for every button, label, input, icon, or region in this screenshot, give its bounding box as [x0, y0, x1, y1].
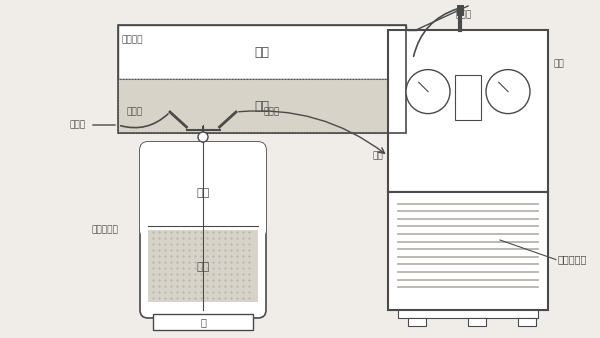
FancyBboxPatch shape	[468, 318, 486, 326]
Bar	[118, 79, 406, 133]
Text: 冷媒回收机: 冷媒回收机	[558, 255, 587, 265]
Text: 可再充缐罐: 可再充缐罐	[91, 225, 118, 235]
FancyBboxPatch shape	[408, 318, 426, 326]
Text: 气相: 气相	[196, 188, 209, 198]
Text: 液相: 液相	[254, 99, 269, 113]
Text: 气相: 气相	[254, 46, 269, 58]
Text: 秤: 秤	[200, 317, 206, 327]
Circle shape	[486, 70, 530, 114]
Text: 气相口: 气相口	[263, 107, 279, 117]
Text: 进口: 进口	[372, 151, 383, 161]
Text: 空分系统: 空分系统	[122, 35, 143, 44]
FancyBboxPatch shape	[140, 142, 266, 238]
FancyBboxPatch shape	[153, 314, 253, 330]
Text: 出口: 出口	[553, 59, 564, 68]
Circle shape	[198, 132, 208, 142]
FancyBboxPatch shape	[388, 192, 548, 310]
Circle shape	[406, 70, 450, 114]
FancyBboxPatch shape	[518, 318, 536, 326]
FancyBboxPatch shape	[388, 30, 548, 192]
FancyBboxPatch shape	[118, 25, 406, 79]
Text: 液相: 液相	[196, 262, 209, 272]
Text: 排气口: 排气口	[70, 121, 86, 129]
Text: 进气口: 进气口	[456, 10, 472, 20]
FancyBboxPatch shape	[455, 75, 481, 120]
Text: 液相口: 液相口	[127, 107, 143, 117]
Bar	[148, 230, 258, 302]
FancyBboxPatch shape	[140, 142, 266, 318]
FancyBboxPatch shape	[398, 310, 538, 318]
